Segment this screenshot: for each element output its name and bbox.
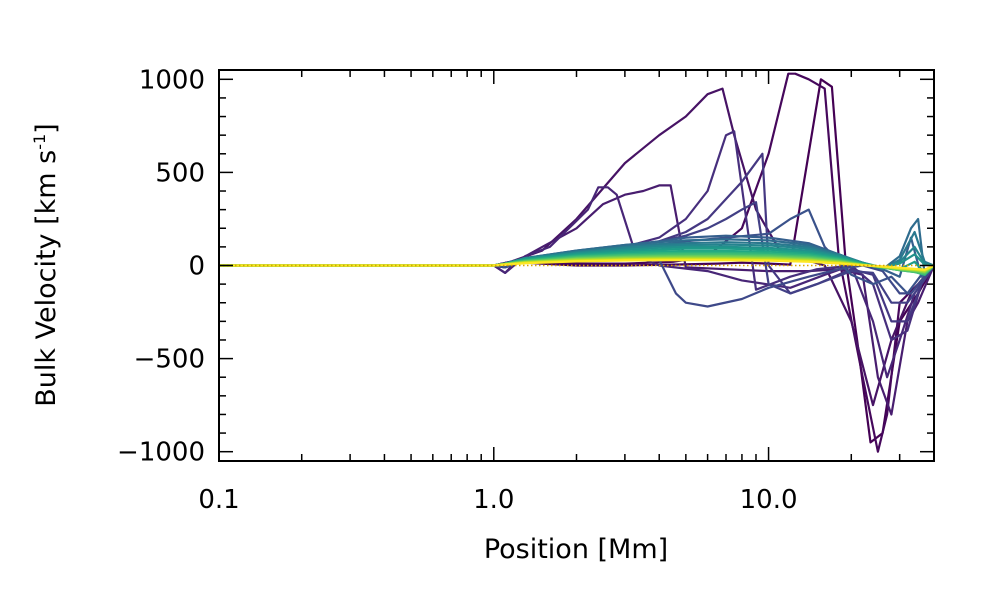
y-tick-label: 0 bbox=[188, 252, 205, 282]
y-tick-label: 500 bbox=[155, 158, 205, 188]
x-tick-label: 1.0 bbox=[473, 485, 514, 515]
y-axis-label-superscript: -1 bbox=[30, 134, 49, 150]
y-tick-label: −500 bbox=[134, 345, 205, 375]
series-line-25 bbox=[219, 259, 934, 271]
y-tick-label: −1000 bbox=[117, 438, 205, 468]
x-axis: 0.1 1.0 10.0 bbox=[198, 70, 935, 515]
x-axis-label: Position [Mm] bbox=[484, 534, 668, 565]
y-axis: 1000 500 0 −500 −1000 bbox=[117, 65, 934, 468]
y-tick-label: 1000 bbox=[139, 65, 205, 95]
x-tick-label: 10.0 bbox=[740, 485, 798, 515]
series-line-7 bbox=[219, 152, 934, 323]
y-axis-label: Bulk Velocity [km s-1] bbox=[30, 123, 62, 406]
series-line-6 bbox=[219, 130, 934, 342]
series-line-3 bbox=[219, 87, 934, 407]
x-tick-label: 0.1 bbox=[198, 485, 239, 515]
series-line-5 bbox=[219, 186, 934, 379]
series-group bbox=[219, 72, 934, 453]
y-axis-label-suffix: ] bbox=[31, 123, 62, 134]
y-axis-label-main: Bulk Velocity [km s bbox=[31, 150, 62, 407]
